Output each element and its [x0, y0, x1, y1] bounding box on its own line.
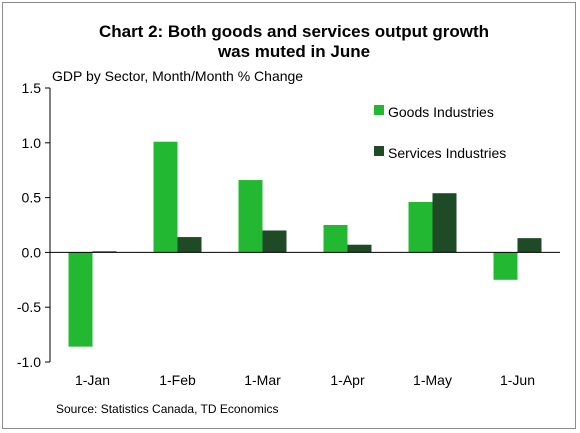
bar-goods-1-feb [153, 141, 178, 253]
bar-services-1-jan [92, 251, 117, 253]
legend-label-goods: Goods Industries [388, 104, 494, 120]
x-tick-label: 1-May [413, 372, 452, 388]
bar-goods-1-apr [323, 225, 348, 253]
chart-title-line-2: was muted in June [217, 42, 370, 61]
chart-title-line-1: Chart 2: Both goods and services output … [99, 22, 489, 41]
y-tick-label: 0.0 [22, 244, 42, 260]
y-tick-label: 0.5 [22, 190, 42, 206]
bar-goods-1-may [408, 201, 433, 253]
x-tick-label: 1-Jan [75, 372, 110, 388]
y-axis: 1.5 1.0 0.5 0.0 -0.5 -1.0 [17, 80, 51, 370]
bar-goods-1-jun [493, 252, 518, 280]
legend-swatch-goods [374, 105, 384, 115]
y-tick-label: 1.0 [22, 135, 42, 151]
y-tick-label: -0.5 [17, 299, 41, 315]
y-tick-label: -1.0 [17, 354, 41, 370]
chart-frame [2, 2, 576, 429]
bar-goods-1-mar [238, 180, 263, 253]
chart-subtitle: GDP by Sector, Month/Month % Change [52, 68, 303, 84]
bar-goods-1-jan [68, 252, 93, 347]
x-tick-label: 1-Apr [330, 372, 365, 388]
x-tick-label: 1-Jun [500, 372, 535, 388]
x-tick-label: 1-Mar [244, 372, 281, 388]
y-tick-label: 1.5 [22, 80, 42, 96]
legend: Goods Industries Services Industries [374, 104, 506, 161]
bar-services-1-apr [347, 244, 372, 253]
bar-services-1-mar [262, 230, 287, 253]
x-axis: 1-Jan 1-Feb 1-Mar 1-Apr 1-May 1-Jun [50, 251, 560, 388]
x-tick-label: 1-Feb [159, 372, 196, 388]
bar-services-1-feb [177, 237, 202, 253]
bar-services-1-may [432, 193, 457, 253]
plot-area [68, 141, 542, 347]
legend-label-services: Services Industries [388, 145, 506, 161]
chart-source: Source: Statistics Canada, TD Economics [56, 402, 279, 416]
bar-services-1-jun [517, 238, 542, 253]
legend-swatch-services [374, 146, 384, 156]
